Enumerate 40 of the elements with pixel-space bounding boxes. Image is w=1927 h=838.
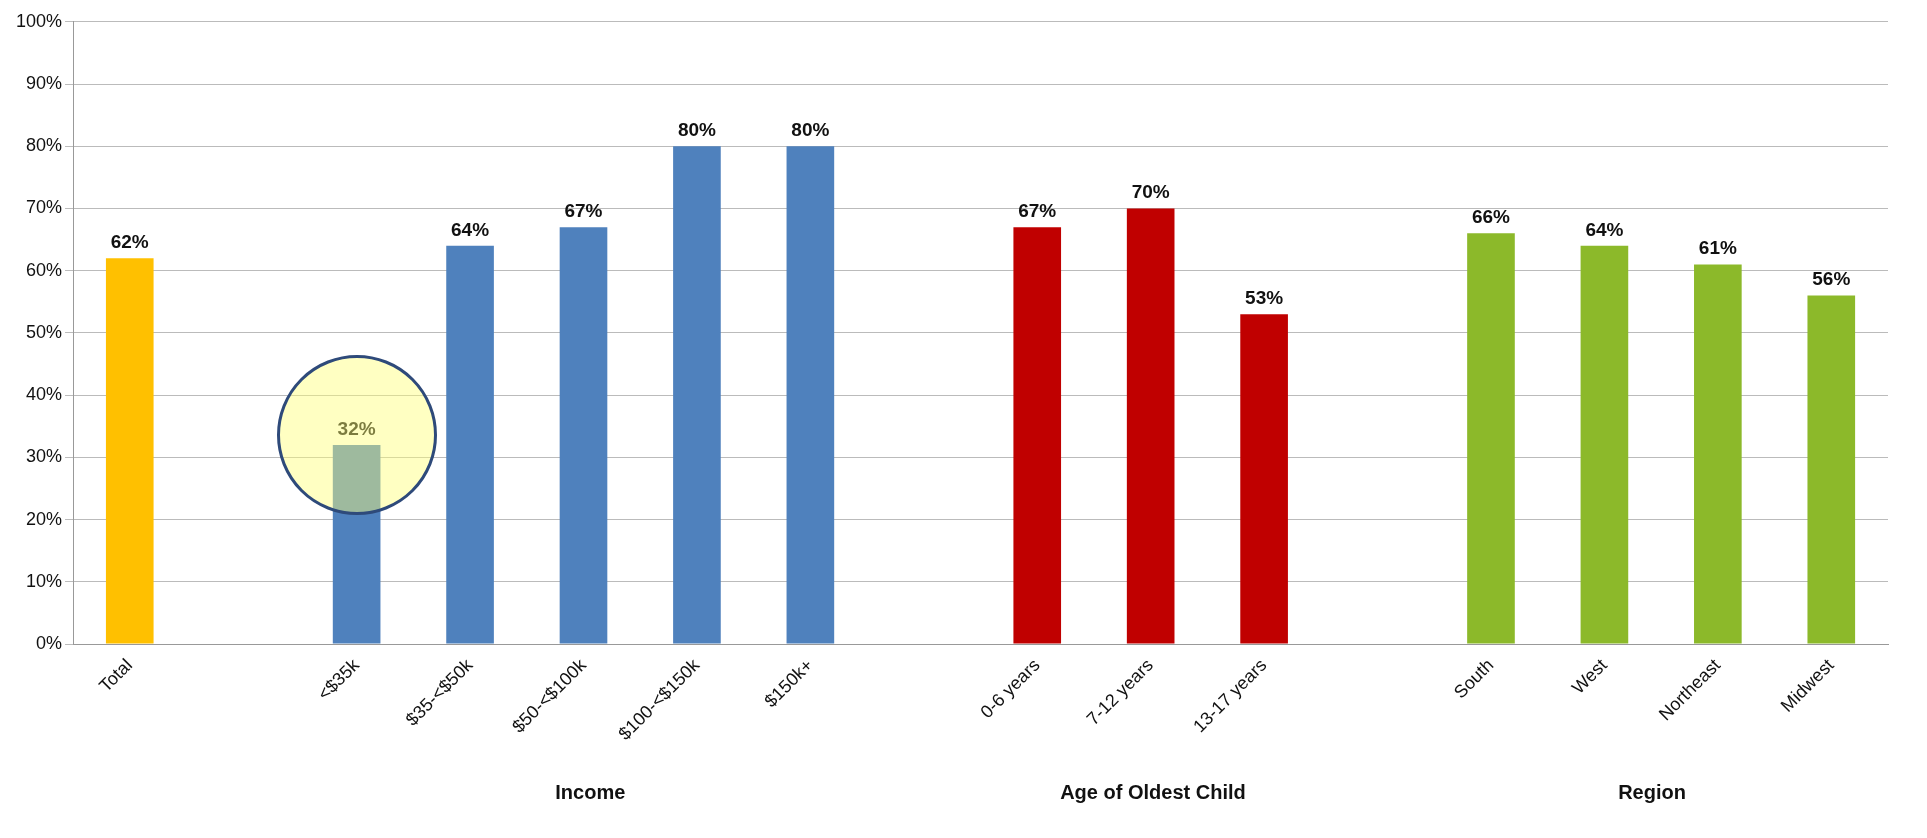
bar [1580, 245, 1629, 644]
data-label: 64% [451, 218, 490, 240]
y-tick-label: 80% [26, 135, 63, 156]
bar [1467, 233, 1515, 644]
data-label: 32% [337, 417, 376, 439]
y-tick-label: 10% [26, 570, 63, 591]
y-tick-label: 90% [26, 72, 63, 93]
bar [105, 258, 154, 644]
bar [786, 146, 835, 644]
data-label: 80% [677, 118, 717, 140]
y-tick-label: 100% [15, 10, 63, 31]
data-label: 67% [564, 199, 603, 221]
data-label: 67% [1018, 199, 1057, 221]
data-label: 70% [1131, 181, 1170, 203]
y-tick-label: 70% [26, 197, 63, 218]
data-label: 80% [791, 118, 830, 140]
bar [446, 245, 494, 644]
data-label: 61% [1698, 237, 1737, 259]
data-label: 62% [110, 230, 149, 252]
bar [1694, 264, 1742, 644]
data-label: 56% [1812, 268, 1851, 290]
text: Region [1618, 780, 1686, 803]
y-tick-label: 50% [26, 321, 63, 342]
text: Age of Oldest Child [1060, 780, 1246, 803]
y-tick-label: 30% [26, 446, 63, 467]
bar [559, 227, 608, 644]
y-tick-label: 0% [36, 633, 63, 654]
y-tick-label: 60% [26, 259, 63, 280]
text: Income [555, 780, 626, 803]
bar [332, 444, 381, 644]
bar [1126, 208, 1175, 644]
bar [673, 146, 721, 644]
data-label: 53% [1245, 287, 1284, 308]
bar [1240, 314, 1288, 644]
data-label: 66% [1471, 206, 1511, 228]
bar [1807, 295, 1856, 644]
data-label: 64% [1585, 218, 1624, 240]
y-tick-label: 40% [26, 384, 63, 405]
y-tick-label: 20% [26, 508, 63, 529]
bar [1013, 227, 1062, 644]
